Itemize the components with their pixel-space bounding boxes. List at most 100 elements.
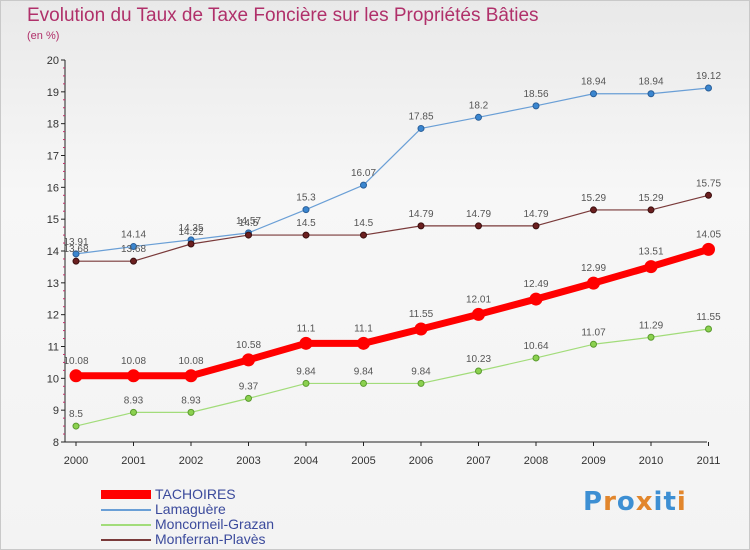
data-label-monferran-plaves-2002: 14.22 <box>178 227 203 238</box>
data-label-tachoires-2004: 11.1 <box>297 323 316 334</box>
point-lamaguere-2008 <box>532 102 540 110</box>
data-label-lamaguere-2005: 16.07 <box>351 168 376 179</box>
data-label-moncorneil-grazan-2010: 11.29 <box>639 320 664 331</box>
data-label-lamaguere-2001: 14.14 <box>121 230 146 241</box>
point-moncorneil-grazan-2004 <box>302 379 310 387</box>
data-label-moncorneil-grazan-2008: 10.64 <box>523 341 548 352</box>
point-monferran-plaves-2007 <box>475 222 482 230</box>
point-lamaguere-2006 <box>417 124 425 132</box>
point-moncorneil-grazan-2003 <box>245 394 252 402</box>
point-tachoires-2011 <box>702 242 715 256</box>
data-label-lamaguere-2009: 18.94 <box>581 77 606 88</box>
legend-swatch-monferran-plaves <box>101 538 151 541</box>
data-label-moncorneil-grazan-2004: 9.84 <box>296 366 316 377</box>
series-line-tachoires <box>72 245 712 380</box>
point-tachoires-2008 <box>529 292 543 306</box>
legend-label-lamaguere: Lamaguère <box>155 501 226 517</box>
point-tachoires-2001 <box>127 369 140 383</box>
point-lamaguere-2005 <box>360 181 367 189</box>
x-tick-label-2009: 2009 <box>581 455 605 467</box>
data-label-lamaguere-2000: 13.91 <box>63 237 88 248</box>
point-monferran-plaves-2009 <box>590 206 597 214</box>
point-lamaguere-2011 <box>705 84 712 92</box>
legend-label-monferran-plaves: Monferran-Plavès <box>155 531 266 547</box>
data-label-monferran-plaves-2008: 14.79 <box>523 209 548 220</box>
legend-item-tachoires: TACHOIRES <box>101 487 274 502</box>
data-label-monferran-plaves-2004: 14.5 <box>296 218 316 229</box>
x-tick-label-2000: 2000 <box>64 455 88 467</box>
series-line-monferran-plaves <box>75 194 710 262</box>
x-tick-label-2007: 2007 <box>466 455 490 467</box>
point-monferran-plaves-2001 <box>130 257 137 265</box>
data-label-moncorneil-grazan-2005: 9.84 <box>354 366 374 377</box>
point-moncorneil-grazan-2002 <box>187 408 195 416</box>
y-tick-label-13: 13 <box>47 278 59 290</box>
y-tick-label-12: 12 <box>47 310 59 322</box>
point-moncorneil-grazan-2007 <box>475 367 482 375</box>
x-tick-label-2001: 2001 <box>121 455 145 467</box>
point-monferran-plaves-2010 <box>647 206 655 214</box>
data-label-monferran-plaves-2010: 15.29 <box>638 193 663 204</box>
data-label-tachoires-2000: 10.08 <box>63 356 88 367</box>
point-moncorneil-grazan-2006 <box>417 379 425 387</box>
point-moncorneil-grazan-2010 <box>647 333 655 341</box>
data-label-moncorneil-grazan-2006: 9.84 <box>411 366 431 377</box>
data-label-lamaguere-2007: 18.2 <box>469 100 489 111</box>
data-label-tachoires-2003: 10.58 <box>236 340 261 351</box>
data-label-lamaguere-2004: 15.3 <box>296 193 316 204</box>
x-tick-label-2003: 2003 <box>236 455 260 467</box>
data-label-moncorneil-grazan-2009: 11.07 <box>581 327 606 338</box>
legend: TACHOIRES Lamaguère Moncorneil-Grazan Mo… <box>101 487 274 547</box>
data-label-monferran-plaves-2000: 13.68 <box>63 244 88 255</box>
y-tick-label-8: 8 <box>53 437 59 449</box>
y-tick-label-18: 18 <box>47 119 59 131</box>
data-label-monferran-plaves-2011: 15.75 <box>696 178 721 189</box>
data-label-tachoires-2010: 13.51 <box>638 247 663 258</box>
data-label-tachoires-2008: 12.49 <box>523 279 548 290</box>
point-lamaguere-2001 <box>130 243 137 251</box>
proxiti-logo: Proxiti <box>583 487 687 517</box>
point-tachoires-2002 <box>184 369 198 383</box>
data-label-tachoires-2005: 11.1 <box>354 323 373 334</box>
data-label-lamaguere-2003: 14.57 <box>236 216 261 227</box>
y-tick-label-11: 11 <box>48 342 59 354</box>
legend-item-moncorneil-grazan: Moncorneil-Grazan <box>101 517 274 532</box>
point-moncorneil-grazan-2000 <box>72 422 80 430</box>
data-label-moncorneil-grazan-2001: 8.93 <box>124 395 144 406</box>
data-label-lamaguere-2002: 14.35 <box>178 223 203 234</box>
point-lamaguere-2000 <box>72 250 80 258</box>
y-tick-label-16: 16 <box>47 182 59 194</box>
y-tick-label-19: 19 <box>47 87 59 99</box>
data-label-moncorneil-grazan-2000: 8.5 <box>69 409 83 420</box>
point-tachoires-2004 <box>299 336 313 350</box>
point-tachoires-2000 <box>69 369 83 383</box>
data-label-moncorneil-grazan-2011: 11.55 <box>696 312 721 323</box>
point-moncorneil-grazan-2005 <box>360 379 367 387</box>
data-label-lamaguere-2008: 18.56 <box>523 89 548 100</box>
point-lamaguere-2010 <box>647 90 655 98</box>
x-tick-label-2010: 2010 <box>639 455 663 467</box>
data-label-moncorneil-grazan-2002: 8.93 <box>181 395 201 406</box>
y-tick-label-9: 9 <box>53 405 59 417</box>
point-monferran-plaves-2006 <box>417 222 425 230</box>
point-lamaguere-2004 <box>302 206 310 214</box>
point-tachoires-2009 <box>587 276 600 290</box>
y-tick-label-17: 17 <box>47 151 59 163</box>
series-line-lamaguere <box>75 87 710 255</box>
point-monferran-plaves-2011 <box>705 191 712 199</box>
x-tick-label-2005: 2005 <box>351 455 375 467</box>
point-tachoires-2003 <box>242 353 255 367</box>
point-moncorneil-grazan-2001 <box>130 408 137 416</box>
data-label-tachoires-2009: 12.99 <box>581 263 606 274</box>
data-label-lamaguere-2011: 19.12 <box>696 71 721 82</box>
data-label-moncorneil-grazan-2007: 10.23 <box>466 354 491 365</box>
series-line-moncorneil-grazan <box>75 328 710 427</box>
legend-item-monferran-plaves: Monferran-Plavès <box>101 532 274 547</box>
point-monferran-plaves-2008 <box>532 222 540 230</box>
x-tick-label-2011: 2011 <box>697 455 721 467</box>
y-tick-label-15: 15 <box>47 214 59 226</box>
point-tachoires-2005 <box>357 336 370 350</box>
legend-label-moncorneil-grazan: Moncorneil-Grazan <box>155 516 275 532</box>
